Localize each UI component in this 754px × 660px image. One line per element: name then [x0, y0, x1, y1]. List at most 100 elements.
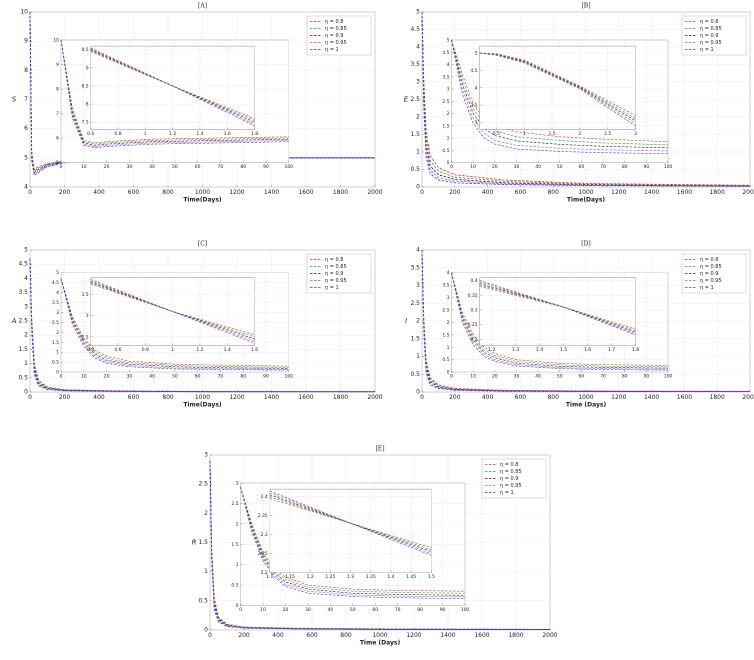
series-line [479, 284, 636, 331]
y-tick-label: 7 [24, 96, 28, 103]
x-tick-label: 1.2 [488, 347, 495, 353]
series-line [451, 272, 669, 371]
x-tick-label: 0 [420, 394, 424, 401]
y-tick-label: 1 [56, 350, 59, 356]
y-tick-label: 1 [447, 345, 450, 351]
x-tick-label: 600 [128, 394, 140, 401]
x-tick-label: 1200 [611, 394, 626, 401]
x-tick-label: 2000 [742, 394, 754, 401]
x-tick-label: 80 [417, 607, 423, 613]
x-tick-label: 50 [172, 374, 178, 380]
legend-label: η = 1 [325, 285, 339, 291]
x-tick-label: 1.45 [406, 574, 416, 580]
x-tick-label: 20 [492, 164, 498, 170]
y-tick-label: 2.5 [410, 300, 420, 307]
x-tick-label: 20 [104, 164, 110, 170]
x-tick-label: 1600 [474, 632, 489, 639]
x-tick-label: 1.4 [196, 131, 203, 137]
series-line [209, 460, 551, 630]
y-tick-label: 0 [236, 603, 239, 609]
legend-label: η = 0.85 [325, 264, 347, 270]
y-tick-label: 4.5 [18, 261, 28, 268]
x-tick-label: 0 [208, 632, 212, 639]
x-tick-label: 400 [93, 394, 105, 401]
x-axis-label: Time(Days) [183, 402, 222, 409]
y-tick-label: 1 [204, 568, 208, 575]
y-tick-label: 5 [416, 9, 420, 16]
y-tick-label: 0 [447, 370, 450, 376]
legend-label: η = 0.95 [700, 278, 722, 284]
y-tick-label: 3 [236, 481, 239, 487]
y-tick-label: 3 [204, 452, 208, 459]
series-line [269, 492, 432, 554]
legend-box [681, 253, 747, 294]
x-tick-label: 70 [600, 164, 606, 170]
y-tick-label: 1 [447, 136, 450, 142]
y-tick-label: 1.5 [52, 340, 59, 346]
x-tick-label: 1200 [611, 189, 626, 196]
x-tick-label: 10 [470, 164, 476, 170]
x-tick-label: 50 [557, 164, 563, 170]
x-tick-label: 60 [579, 164, 585, 170]
y-tick-label: 2 [447, 111, 450, 117]
x-tick-label: 200 [59, 394, 71, 401]
x-tick-label: 1.2 [169, 131, 176, 137]
legend-box [306, 253, 372, 294]
y-tick-label: 4 [24, 184, 28, 191]
y-tick-label: 1.5 [410, 335, 420, 342]
x-tick-label: 400 [93, 189, 105, 196]
chart-title: [A] [198, 3, 207, 10]
x-tick-label: 1200 [229, 189, 244, 196]
x-tick-label: 0.6 [87, 131, 94, 137]
y-tick-label: 2 [56, 330, 59, 336]
series-line [29, 258, 375, 393]
x-tick-label: 0.8 [114, 131, 121, 137]
x-tick-label: 30 [126, 374, 132, 380]
y-tick-label: 9 [86, 65, 89, 71]
x-tick-label: 2.5 [604, 131, 611, 137]
series-line [209, 460, 550, 630]
x-tick-label: 0 [450, 164, 453, 170]
x-tick-label: 1.3 [512, 347, 519, 353]
x-tick-label: 0 [28, 394, 32, 401]
x-tick-label: 1200 [406, 632, 421, 639]
x-tick-label: 0 [28, 189, 32, 196]
x-tick-label: 1.8 [251, 131, 258, 137]
x-tick-label: 80 [622, 374, 628, 380]
x-tick-label: 1600 [677, 189, 692, 196]
x-tick-label: 0 [420, 189, 424, 196]
series-line [479, 52, 636, 119]
chart-title: [C] [198, 241, 207, 248]
x-tick-label: 10 [81, 374, 87, 380]
x-tick-label: 60 [195, 164, 201, 170]
x-tick-label: 200 [238, 632, 250, 639]
y-tick-label: 7 [56, 111, 59, 117]
series-line [479, 52, 636, 116]
x-tick-label: 10 [81, 164, 87, 170]
x-tick-label: 1 [523, 131, 526, 137]
y-tick-label: 3 [447, 295, 450, 301]
y-tick-label: 4 [416, 247, 420, 254]
x-tick-label: 1.25 [325, 574, 335, 580]
y-tick-label: 3 [475, 120, 478, 126]
y-tick-label: 2 [416, 114, 420, 121]
series-line [479, 281, 636, 334]
x-tick-label: 60 [372, 607, 378, 613]
y-tick-label: 3.5 [442, 283, 449, 289]
y-tick-label: 1.5 [198, 539, 208, 546]
x-tick-label: 1800 [508, 632, 523, 639]
x-tick-label: 2000 [542, 632, 557, 639]
x-tick-label: 1 [144, 131, 147, 137]
legend-label: η = 0.9 [700, 271, 719, 277]
x-tick-label: 1.6 [251, 347, 258, 353]
legend-label: η = 1 [700, 285, 714, 291]
x-tick-label: 600 [515, 394, 527, 401]
y-tick-label: 4 [56, 290, 59, 296]
y-tick-label: 10 [20, 9, 28, 16]
y-tick-label: 2.35 [258, 513, 268, 519]
x-tick-label: 1600 [298, 189, 313, 196]
y-tick-label: 6 [24, 125, 28, 132]
x-tick-label: 100 [664, 374, 673, 380]
series-line [60, 278, 289, 369]
